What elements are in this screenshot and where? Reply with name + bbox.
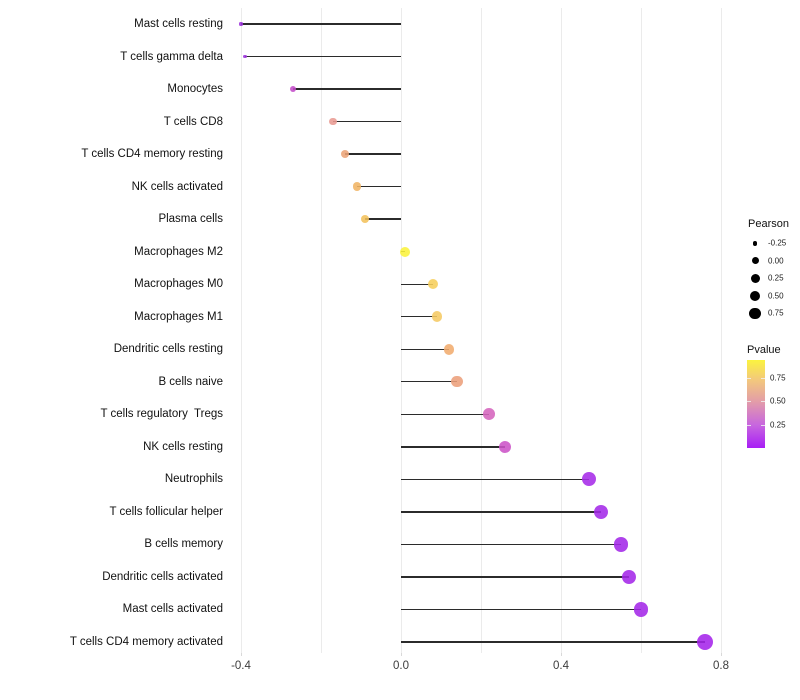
category-label: Macrophages M0 [134,278,223,291]
lollipop-stem [401,283,433,285]
gridline [480,8,482,653]
lollipop-dot [352,182,362,191]
category-label: Mast cells activated [122,603,223,616]
category-label: Macrophages M1 [134,310,223,323]
lollipop-dot [613,537,629,552]
category-label: Neutrophils [164,473,223,486]
lollipop-stem [401,348,449,350]
lollipop-stem [245,55,401,58]
lollipop-dot [427,278,439,290]
pearson-legend-label: 0.00 [768,256,784,266]
pvalue-tick-mark [761,377,765,379]
lollipop-dot [582,472,596,487]
pvalue-tick-mark [747,401,751,403]
lollipop-dot [340,150,350,159]
pearson-legend-label: 0.25 [768,273,784,283]
category-label: Mast cells resting [134,18,223,30]
lollipop-dot [498,440,512,453]
pvalue-tick-mark [747,425,751,427]
lollipop-dot [329,117,337,126]
gridline [720,8,722,653]
category-label: Plasma cells [158,213,223,226]
lollipop-dot [239,22,243,26]
lollipop-stem [401,576,629,578]
gridline [640,8,642,653]
lollipop-stem [401,608,641,611]
lollipop-stem [401,381,457,383]
axis-tick-label: 0.8 [713,660,729,672]
category-label: Monocytes [167,83,223,96]
lollipop-stem [401,543,621,546]
lollipop-dot [483,408,495,421]
pearson-legend-dot [750,273,760,283]
gridline [320,8,322,653]
pvalue-tick-mark [761,425,765,427]
lollipop-stem [401,511,601,513]
lollipop-dot [243,54,247,59]
gridline [560,8,562,653]
category-label: Macrophages M2 [134,245,223,258]
pvalue-tick-label: 0.50 [770,396,786,406]
lollipop-stem [401,446,505,448]
axis-tick-mark [560,653,562,656]
pearson-legend-label: 0.50 [768,291,784,301]
lollipop-stem [401,413,489,415]
pearson-legend-dot [752,241,758,246]
gridline [240,8,242,653]
lollipop-dot [443,343,455,355]
pvalue-gradient-bar [747,360,765,448]
lollipop-stem [345,153,401,155]
lollipop-stem [401,478,589,481]
pearson-legend-label: 0.75 [768,308,784,318]
pearson-legend-dot [749,307,761,320]
lollipop-stem [365,218,401,220]
lollipop-stem [401,641,705,643]
lollipop-dot [633,602,649,617]
category-label: NK cells activated [131,180,223,193]
gridline [400,8,402,653]
axis-tick-label: -0.4 [231,660,251,672]
lollipop-stem [293,88,401,90]
category-label: T cells CD8 [163,115,223,128]
lollipop-dot [289,85,297,93]
axis-tick-mark [240,653,242,656]
category-label: Dendritic cells activated [102,570,223,583]
lollipop-stem [401,316,437,318]
lollipop-dot [451,376,463,388]
axis-tick-mark [720,653,722,656]
lollipop-stem [241,23,401,25]
lollipop-dot [593,504,609,519]
pearson-legend-label: -0.25 [768,238,787,248]
lollipop-dot [621,569,637,585]
pearson-legend-title: Pearson [748,218,789,230]
lollipop-stem [357,185,401,188]
lollipop-dot [400,246,410,257]
category-label: B cells naive [158,375,223,388]
axis-tick-label: 0.0 [393,660,409,672]
pvalue-tick-label: 0.75 [770,373,786,383]
pvalue-legend-title: Pvalue [747,344,781,356]
category-label: T cells gamma delta [120,50,223,63]
category-label: NK cells resting [143,440,223,453]
pearson-legend-dot [751,257,759,265]
category-label: Dendritic cells resting [113,343,223,356]
axis-tick-mark [400,653,402,656]
lollipop-stem [333,120,401,123]
pvalue-tick-mark [761,401,765,403]
pvalue-tick-label: 0.25 [770,420,786,430]
category-label: T cells CD4 memory activated [69,635,223,648]
pearson-legend-dot [749,290,761,302]
category-label: B cells memory [144,538,223,551]
pvalue-tick-mark [747,377,751,379]
lollipop-dot [697,634,713,650]
lollipop-dot [431,311,443,323]
lollipop-dot [360,214,370,224]
category-label: T cells CD4 memory resting [81,148,223,161]
axis-tick-label: 0.4 [553,660,569,672]
category-label: T cells follicular helper [109,505,223,518]
category-label: T cells regulatory Tregs [100,408,223,421]
